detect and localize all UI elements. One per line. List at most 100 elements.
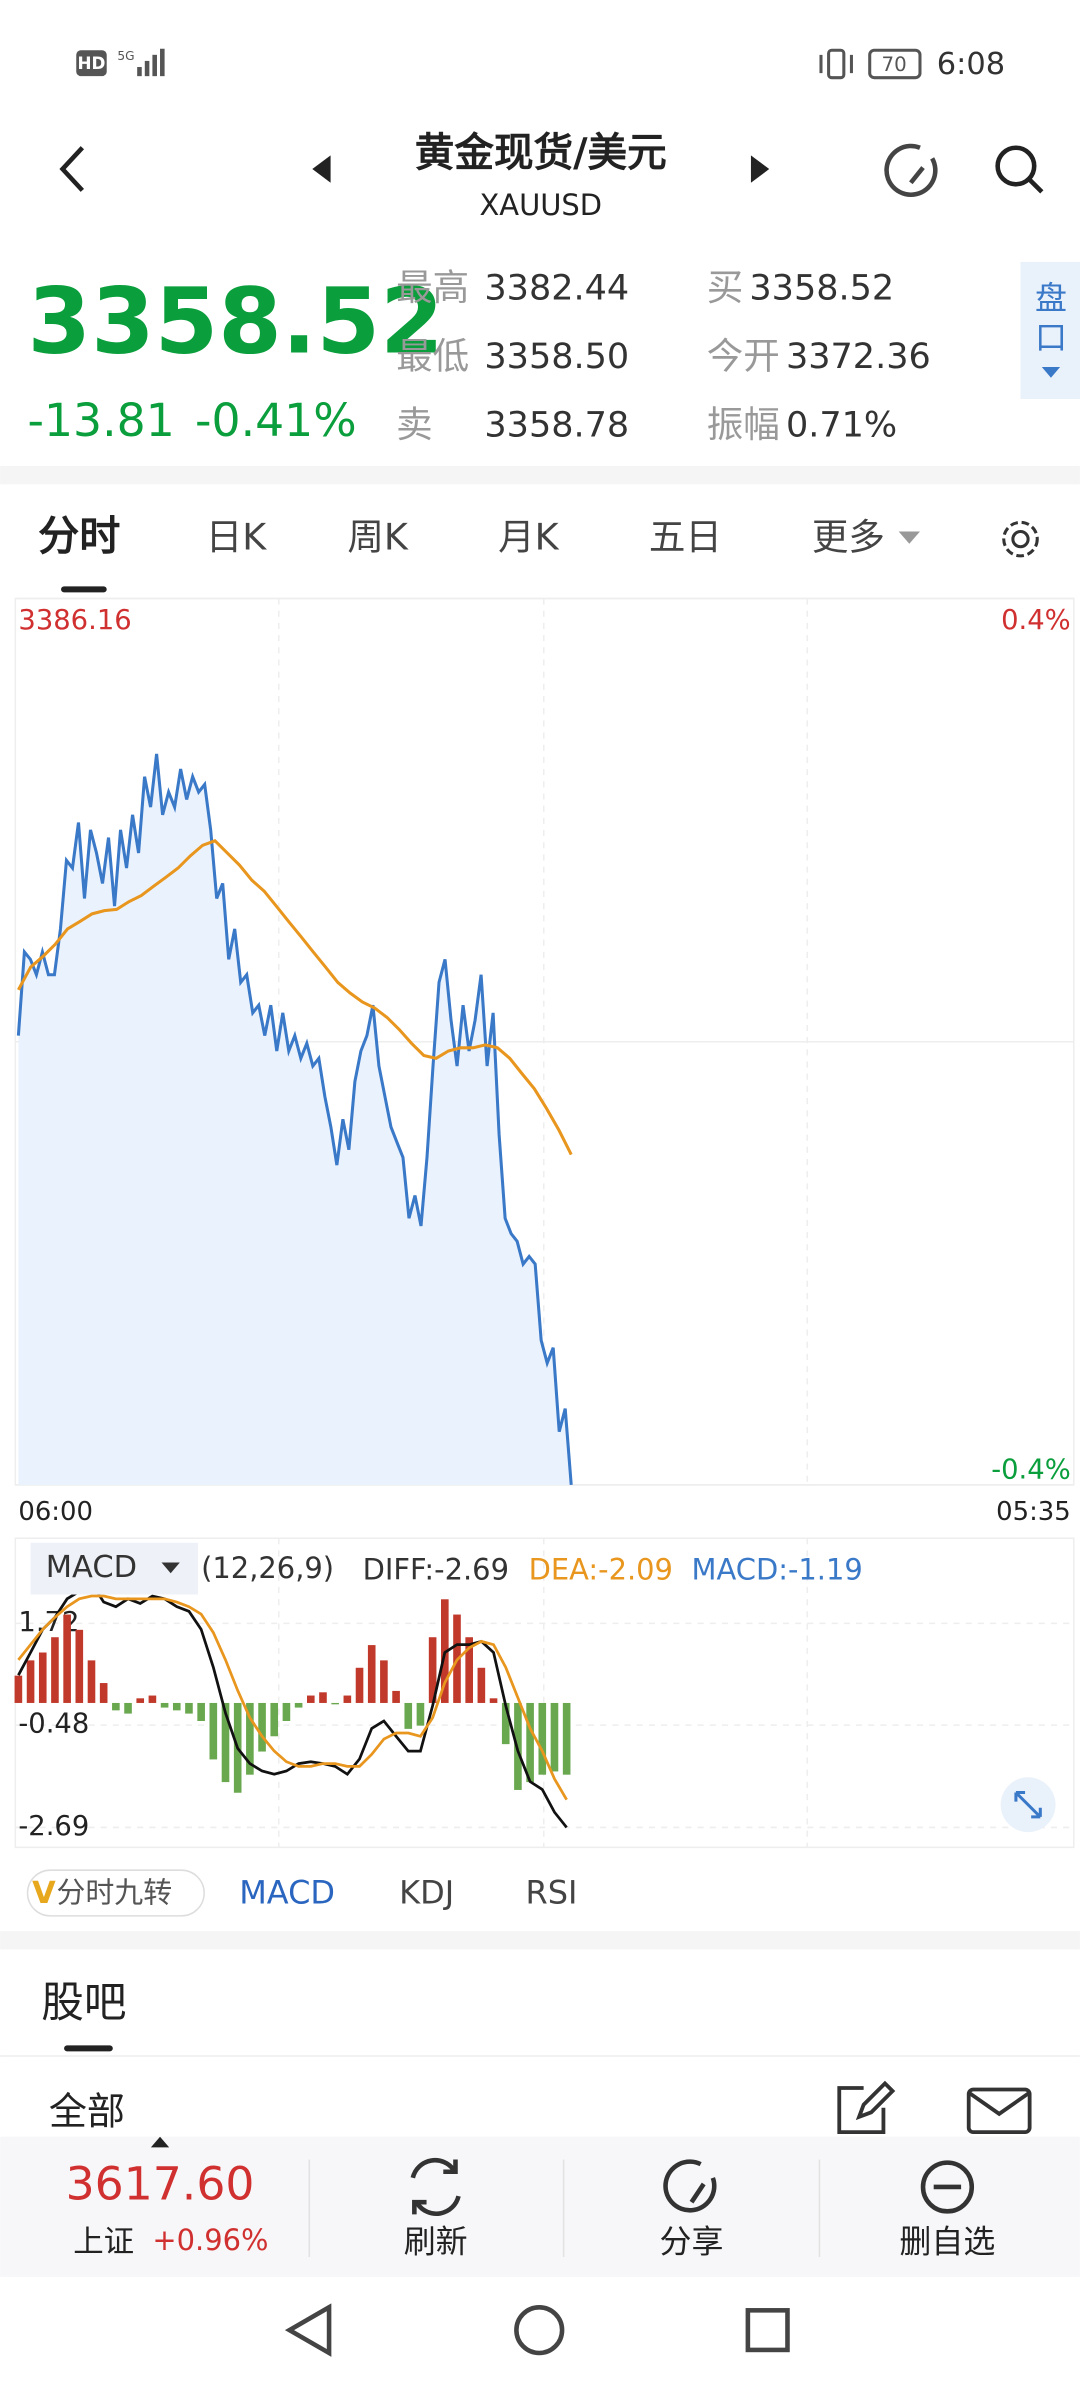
index-name: 上证 xyxy=(73,2225,134,2260)
forum-filter[interactable]: 全部 xyxy=(49,2089,125,2133)
price-area xyxy=(18,753,572,1485)
indicator-tab[interactable]: RSI xyxy=(526,1874,578,1912)
change-percent: -0.41% xyxy=(195,394,357,447)
remove-icon xyxy=(920,2160,975,2214)
macd-bar xyxy=(51,1637,59,1703)
indicator-name: MACD xyxy=(46,1550,137,1585)
macd-bar xyxy=(319,1692,327,1703)
network-text: 5G xyxy=(117,49,134,63)
bottom-dividers xyxy=(308,2159,821,2258)
index-value: 3617.60 xyxy=(66,2157,255,2210)
y-tick-label: 3386.16 xyxy=(18,605,131,636)
macd-bar xyxy=(185,1702,193,1714)
refresh-icon xyxy=(410,2157,461,2216)
macd-legend: MACD:-1.19 xyxy=(692,1553,863,1587)
macd-bar xyxy=(489,1698,498,1703)
macd-bar xyxy=(209,1702,218,1760)
macd-bar xyxy=(99,1683,108,1703)
macd-bar xyxy=(404,1702,413,1729)
change: -13.81 xyxy=(28,394,175,447)
index-change: +0.96% xyxy=(152,2223,268,2257)
action-label[interactable]: 删自选 xyxy=(899,2222,995,2260)
macd-bar xyxy=(172,1702,181,1711)
action-label[interactable]: 分享 xyxy=(660,2222,724,2260)
more-arrow xyxy=(898,531,920,544)
macd-bar xyxy=(14,1675,23,1703)
macd-bar xyxy=(148,1695,157,1703)
period-tab[interactable]: 分时 xyxy=(38,512,120,560)
prev-button[interactable] xyxy=(312,155,331,183)
diff-legend: DIFF:-2.69 xyxy=(363,1553,509,1587)
macd-bar xyxy=(501,1702,510,1745)
refresh-button[interactable] xyxy=(884,143,938,197)
macd-bar xyxy=(124,1702,132,1714)
nav-home[interactable] xyxy=(514,2304,565,2356)
search-button[interactable] xyxy=(995,145,1044,194)
settings-button[interactable] xyxy=(1002,520,1039,558)
macd-bar xyxy=(380,1660,388,1703)
macd-bar xyxy=(294,1702,303,1708)
signal-icon xyxy=(137,48,165,77)
stat-value: 3382.44 xyxy=(484,267,629,308)
nine-turn-pill[interactable] xyxy=(26,1869,205,1917)
battery-icon xyxy=(868,48,922,80)
macd-bar xyxy=(75,1629,84,1703)
macd-bar xyxy=(428,1637,437,1703)
macd-bar xyxy=(258,1702,266,1752)
y2-tick-label: 0.4% xyxy=(1001,605,1071,636)
stat-label: 最低 xyxy=(396,334,469,377)
macd-bar xyxy=(282,1702,291,1722)
macd-bar xyxy=(26,1660,35,1703)
indicator-tab[interactable]: 分时九转 xyxy=(56,1876,172,1910)
macd-bar xyxy=(197,1702,205,1722)
hd-badge xyxy=(76,50,107,77)
macd-bar xyxy=(270,1702,279,1737)
nav-recent[interactable] xyxy=(745,2308,790,2353)
stat-label: 振幅 xyxy=(707,403,780,446)
period-tab[interactable]: 月K xyxy=(498,516,560,559)
post-button[interactable] xyxy=(837,2080,896,2135)
message-button[interactable] xyxy=(966,2087,1032,2135)
period-tab[interactable]: 更多 xyxy=(812,516,885,559)
stat-value: 0.71% xyxy=(786,404,897,445)
macd-line xyxy=(17,1581,568,1829)
stat-value: 3358.78 xyxy=(484,404,629,445)
macd-bar xyxy=(112,1702,120,1711)
period-tab[interactable]: 五日 xyxy=(649,516,722,559)
action-label[interactable]: 刷新 xyxy=(404,2222,468,2260)
indicator-tab[interactable]: KDJ xyxy=(399,1874,454,1912)
macd-bar xyxy=(87,1660,96,1703)
stat-value: 3372.36 xyxy=(786,336,931,377)
stat-value: 3358.50 xyxy=(484,336,629,377)
period-tab[interactable]: 周K xyxy=(347,516,409,559)
back-button[interactable] xyxy=(59,146,85,192)
expand-icon xyxy=(1014,1791,1042,1819)
tab-underline xyxy=(61,586,107,593)
macd-bar xyxy=(63,1614,71,1703)
bottom-bar xyxy=(0,2136,1080,2277)
y-tick-label: -0.48 xyxy=(18,1709,89,1740)
period-tab[interactable]: 日K xyxy=(206,516,268,559)
macd-bar xyxy=(136,1698,145,1703)
nav-back[interactable] xyxy=(284,2303,332,2357)
battery-text: 70 xyxy=(882,53,907,76)
last-price: 3358.52 xyxy=(28,267,444,374)
macd-bar xyxy=(38,1652,47,1703)
macd-bar xyxy=(246,1702,254,1775)
macd-line xyxy=(17,1594,568,1801)
macd-bar xyxy=(355,1667,364,1703)
side-tab-text: 口 xyxy=(1035,319,1067,357)
macd-bar xyxy=(221,1702,230,1783)
macd-bar xyxy=(465,1637,473,1703)
side-tab-arrow xyxy=(1041,367,1061,378)
macd-bar xyxy=(343,1695,352,1703)
stat-label: 最高 xyxy=(396,266,469,309)
indicator-arrow xyxy=(161,1562,180,1574)
indicator-tab[interactable]: MACD xyxy=(239,1874,335,1912)
macd-bar xyxy=(331,1702,339,1705)
next-button[interactable] xyxy=(750,155,770,183)
macd-bar xyxy=(367,1645,376,1703)
series-line xyxy=(16,753,573,1486)
